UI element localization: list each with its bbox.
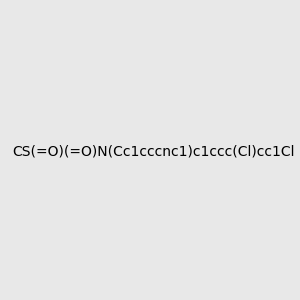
Text: CS(=O)(=O)N(Cc1cccnc1)c1ccc(Cl)cc1Cl: CS(=O)(=O)N(Cc1cccnc1)c1ccc(Cl)cc1Cl [13, 145, 295, 158]
